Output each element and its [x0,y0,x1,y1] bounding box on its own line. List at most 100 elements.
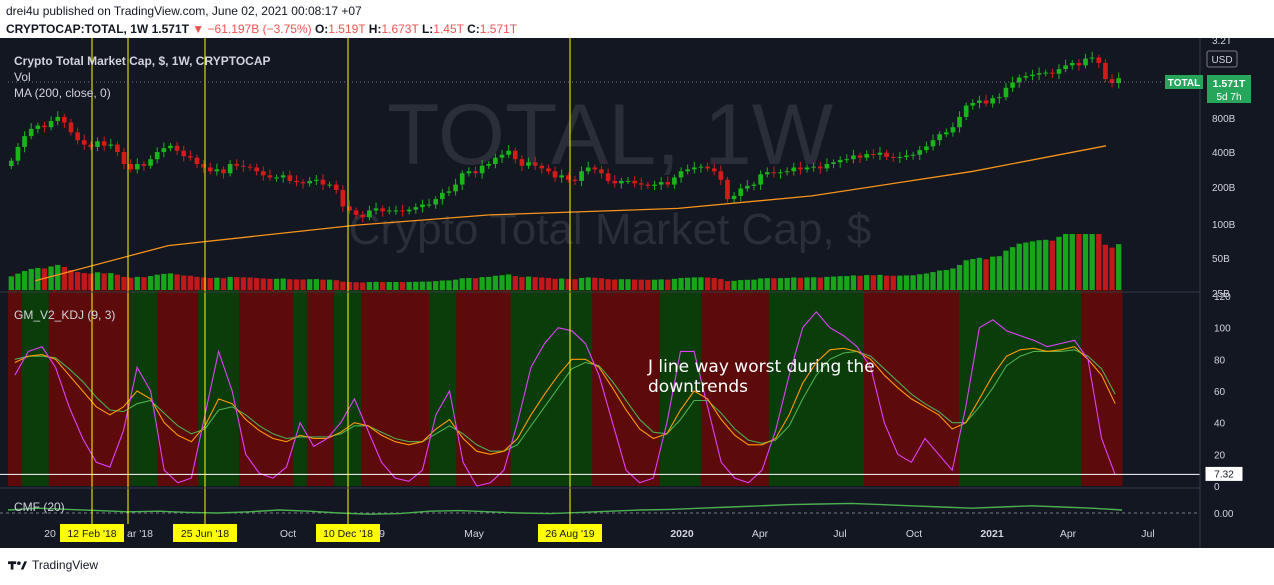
volume-bar [147,276,154,290]
kdj-zone [62,290,77,486]
cmf-axis-label: 0.00 [1214,509,1234,520]
kdj-zone [850,290,865,486]
kdj-zone [795,290,811,486]
kdj-annotation-line-1: J line way worst during the [647,357,875,377]
kdj-zone [836,290,851,486]
candle-body [559,175,565,178]
candle-body [890,156,896,158]
kdj-zone [782,290,797,486]
volume-bar [685,277,691,290]
volume-bar [340,281,346,290]
kdj-zone [293,290,308,486]
candle-body [705,166,710,169]
kdj-zone [537,290,552,486]
volume-bar [777,278,784,290]
candle-body [1109,79,1115,84]
price-axis-label: 50B [1212,254,1230,265]
volume-bar [433,281,439,290]
kdj-k-line [14,346,1116,455]
price-badge-name: TOTAL [1168,78,1200,89]
kdj-value-label: 7.32 [1214,469,1234,480]
volume-bar [413,281,419,290]
candle-body [154,152,160,160]
candle-body [778,172,783,174]
kdj-zone [510,290,525,486]
candle-body [665,182,671,185]
volume-bar [751,279,757,290]
cmf-line-group [0,502,1200,515]
volume-bar [950,268,956,290]
volume-bar [857,275,863,290]
volume-bar [207,277,213,290]
price-badge-time: 5d 7h [1216,92,1241,103]
volume-bar [234,277,240,290]
candle-body [168,145,173,149]
kdj-zone [89,290,104,486]
volume-bar [128,277,134,290]
kdj-zone [619,290,634,486]
ma-line [35,145,1107,282]
kdj-zone [972,290,987,486]
candle-body [937,134,942,141]
date-marker-label: 10 Dec '18 [323,528,373,540]
vol-label: Vol [14,70,31,84]
candle-body [440,192,445,200]
kdj-zone [524,290,539,486]
volume-bar [492,275,499,290]
volume-bar [850,275,857,290]
kdj-zone [21,290,36,486]
time-axis-partial-label: ar '18 [127,528,153,540]
volume-bar [625,279,631,290]
volume-bar [1009,247,1016,290]
kdj-zone [1054,290,1069,486]
chart-area[interactable]: TOTAL, 1W Crypto Total Market Cap, $ J l… [0,36,1274,548]
kdj-zone [103,290,118,486]
time-axis-label: May [464,528,485,540]
volume-bar [320,279,326,290]
candle-body [1096,57,1102,63]
volume-bar [386,282,392,290]
volume-bar [81,273,87,290]
kdj-zone [1040,290,1055,486]
volume-bar [936,270,943,290]
volume-bar [214,277,220,290]
volume-bar [373,281,379,290]
volume-bar [426,281,432,290]
volume-bar [565,279,571,290]
candle-body [924,146,929,151]
candle-body [791,167,797,172]
candle-body [254,167,259,172]
kdj-zone [755,290,770,486]
candle-body [314,179,319,181]
kdj-zone [1108,290,1123,486]
volume-bar [181,275,187,290]
candle-body [115,144,120,153]
time-axis-label: Oct [280,528,296,540]
kdj-zone [320,290,335,486]
kdj-zone [1094,290,1109,486]
volume-bar [48,266,54,290]
candle-body [446,191,452,193]
price-axis[interactable]: 3.2T 800B 400B 200B 100B 50B 25B USD TOTAL 1.571T… [0,36,1251,548]
candle-body [234,164,240,166]
time-axis-label: 2020 [670,528,694,540]
candle-body [691,167,697,170]
kdj-zone [1013,290,1028,486]
volume-bar [665,279,671,290]
candle-body [519,159,525,166]
kdj-zone [8,290,23,486]
candle-body [1063,65,1068,70]
volume-bar [631,279,638,290]
ma-label: MA (200, close, 0) [14,86,111,100]
time-axis[interactable]: 20 Oct May 2020 Apr Jul Oct 2021 Apr Jul ar '18 9 [44,528,1155,540]
kdj-zone [157,290,172,486]
candle-body [453,184,458,192]
volume-bar [996,256,1002,290]
volume-bar [379,282,386,290]
volume-bar [35,267,41,290]
candle-body [983,100,989,104]
kdj-zone [483,290,498,486]
candle-body [347,206,352,211]
volume-bar [1096,234,1102,290]
chart-canvas[interactable]: TOTAL, 1W Crypto Total Market Cap, $ J l… [0,36,1274,548]
